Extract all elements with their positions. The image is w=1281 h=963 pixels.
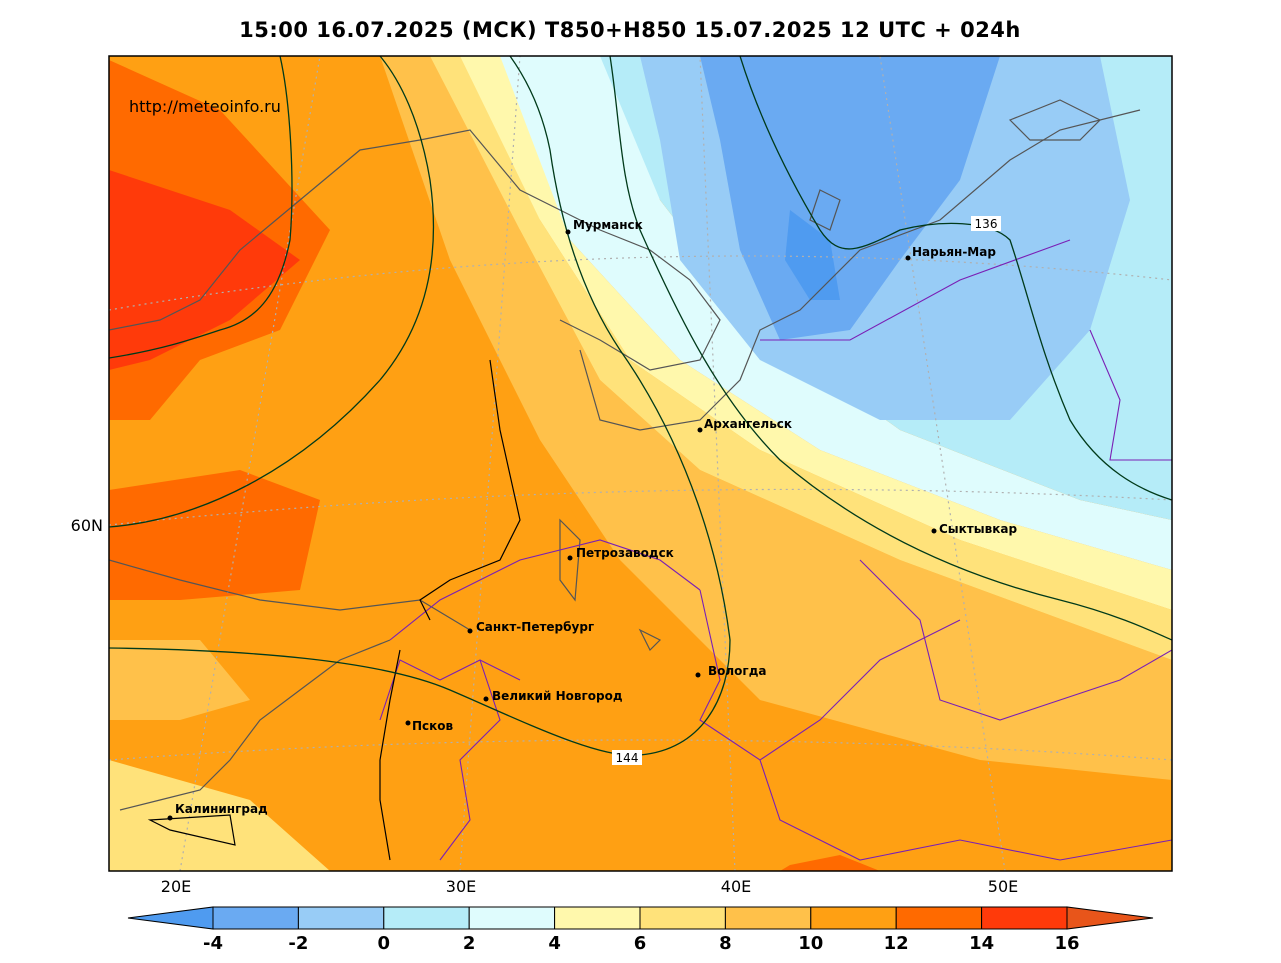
colorbar-tick-label: 16 <box>1054 933 1079 954</box>
region-borders <box>379 239 1172 861</box>
city-label: Нарьян-Мар <box>912 245 996 259</box>
contour-label: 136 <box>975 217 998 231</box>
colorbar-arrow-right <box>1066 906 1154 930</box>
colorbar-bin <box>468 906 556 930</box>
city-label: Калининград <box>175 802 268 816</box>
city-label: Мурманск <box>573 218 643 232</box>
colorbar-tick-label: -4 <box>203 933 223 954</box>
colorbar-bin <box>981 906 1068 930</box>
colorbar-tick-label: 6 <box>634 933 647 954</box>
colorbar-tick-label: 2 <box>463 933 476 954</box>
height-contours <box>109 56 1172 757</box>
colorbar-bin <box>212 906 299 930</box>
lon-label: 50E <box>988 877 1018 896</box>
lon-label: 30E <box>446 877 476 896</box>
city-marker <box>905 255 911 261</box>
city-marker <box>565 229 571 235</box>
city-marker <box>167 815 173 821</box>
colorbar-arrow-left <box>127 906 214 930</box>
colorbar: -4 -2 0 2 4 6 8 10 12 14 16 <box>127 906 1154 954</box>
temperature-field: 136 144 Мурманск Нарьян-Мар Архангельск … <box>109 56 1172 871</box>
city-label: Архангельск <box>704 417 792 431</box>
colorbar-tick-label: 14 <box>969 933 994 954</box>
contour-label-box <box>612 750 642 765</box>
colorbar-bin <box>554 906 641 930</box>
city-marker <box>467 628 473 634</box>
city-marker <box>567 555 573 561</box>
contour-label: 144 <box>616 751 639 765</box>
colorbar-bin <box>383 906 470 930</box>
city-marker <box>405 720 411 726</box>
colorbar-tick-label: 12 <box>884 933 909 954</box>
map-title: 15:00 16.07.2025 (МСК) T850+H850 15.07.2… <box>239 18 1021 42</box>
city-label: Псков <box>412 719 454 733</box>
city-label: Петрозаводск <box>576 546 674 560</box>
map-frame <box>108 55 1173 872</box>
country-borders <box>147 359 521 861</box>
coastlines <box>109 99 1141 811</box>
colorbar-bin <box>639 906 726 930</box>
graticule <box>109 56 1172 871</box>
lon-label: 40E <box>721 877 751 896</box>
city-label: Сыктывкар <box>939 522 1017 536</box>
source-url: http://meteoinfo.ru <box>129 97 281 116</box>
colorbar-tick-label: 10 <box>798 933 823 954</box>
colorbar-tick-label: -2 <box>288 933 308 954</box>
colorbar-tick-label: 4 <box>548 933 561 954</box>
cities: Мурманск Нарьян-Мар Архангельск Сыктывка… <box>167 218 1017 821</box>
city-label: Санкт-Петербург <box>476 620 594 634</box>
colorbar-bin <box>895 906 983 930</box>
contour-label-box <box>971 216 1001 231</box>
city-label: Вологда <box>708 664 766 678</box>
city-marker <box>697 427 703 433</box>
colorbar-tick-label: 8 <box>719 933 732 954</box>
colorbar-bin <box>297 906 385 930</box>
colorbar-bin <box>810 906 897 930</box>
lon-label: 20E <box>161 877 191 896</box>
colorbar-bin <box>724 906 812 930</box>
city-marker <box>695 672 701 678</box>
city-marker <box>483 696 489 702</box>
city-marker <box>931 528 937 534</box>
city-label: Великий Новгород <box>492 689 623 703</box>
colorbar-tick-label: 0 <box>378 933 391 954</box>
lat-label: 60N <box>71 516 103 535</box>
